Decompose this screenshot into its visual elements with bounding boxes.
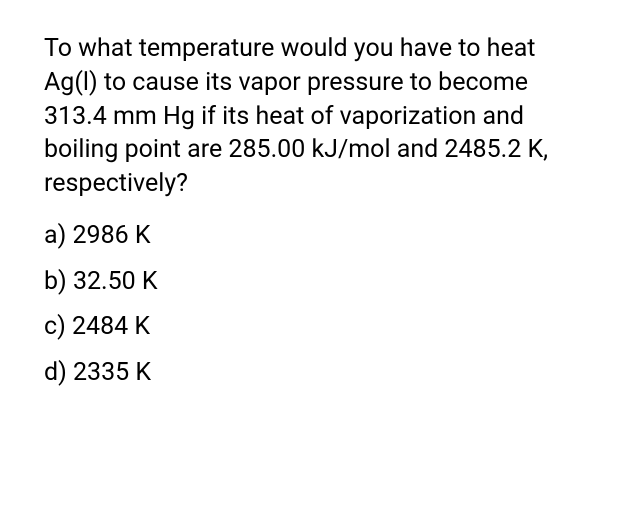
option-c[interactable]: c) 2484 K <box>44 310 581 344</box>
option-a[interactable]: a) 2986 K <box>44 219 581 253</box>
option-d[interactable]: d) 2335 K <box>44 356 581 390</box>
option-b[interactable]: b) 32.50 K <box>44 265 581 299</box>
question-text: To what temperature would you have to he… <box>44 32 581 201</box>
